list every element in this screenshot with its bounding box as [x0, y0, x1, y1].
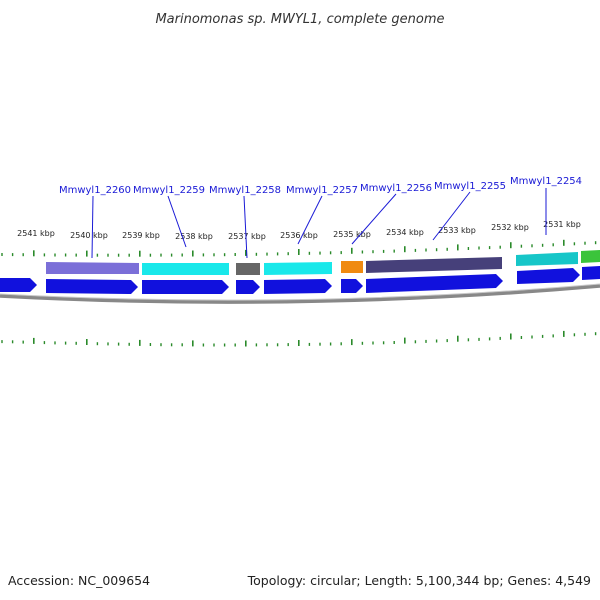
cds-arrow-track [0, 266, 600, 294]
inner-tick-track [1, 330, 597, 347]
gene-bar-mmwyl1-2260[interactable] [46, 262, 139, 274]
gene-label-mmwyl1-2258[interactable]: Mmwyl1_2258 [209, 185, 281, 196]
kbp-label: 2532 kbp [491, 223, 529, 232]
gene-label-mmwyl1-2260[interactable]: Mmwyl1_2260 [59, 185, 131, 196]
kbp-label: 2539 kbp [122, 231, 160, 240]
gene-bar-mmwyl1-2255[interactable] [366, 257, 502, 273]
cds-arrow[interactable] [517, 268, 580, 284]
kbp-label: 2536 kbp [280, 231, 318, 240]
gene-bar-mmwyl1-2259[interactable] [142, 263, 229, 275]
kbp-label: 2537 kbp [228, 232, 266, 241]
gene-bar-mmwyl1-2258[interactable] [236, 263, 260, 275]
cds-arrow[interactable] [341, 279, 363, 293]
cds-arrow[interactable] [0, 278, 37, 292]
gene-label-mmwyl1-2255[interactable]: Mmwyl1_2255 [434, 181, 506, 192]
kbp-label: 2540 kbp [70, 231, 108, 240]
outer-tick-track [1, 239, 597, 257]
kbp-label: 2534 kbp [386, 228, 424, 237]
kbp-label: 2533 kbp [438, 226, 476, 235]
kbp-label: 2541 kbp [17, 229, 55, 238]
cds-arrow[interactable] [236, 280, 260, 294]
gene-label-mmwyl1-2259[interactable]: Mmwyl1_2259 [133, 185, 205, 196]
gene-bar-partial [581, 250, 600, 263]
accession-text: Accession: NC_009654 [8, 573, 150, 588]
kbp-label: 2531 kbp [543, 220, 581, 229]
gene-bar-mmwyl1-2256[interactable] [341, 261, 363, 273]
genome-summary-text: Topology: circular; Length: 5,100,344 bp… [247, 573, 591, 588]
map-title: Marinomonas sp. MWYL1, complete genome [155, 12, 444, 27]
cds-arrow[interactable] [264, 279, 332, 294]
cds-arrow[interactable] [46, 279, 138, 294]
gene-feature-track [46, 250, 600, 275]
gene-label-mmwyl1-2257[interactable]: Mmwyl1_2257 [286, 185, 358, 196]
genome-backbone-highlight [0, 283, 600, 301]
gene-bar-mmwyl1-2254[interactable] [516, 252, 578, 266]
genome-backbone [0, 284, 600, 304]
cds-arrow[interactable] [142, 280, 229, 294]
gene-labels: Mmwyl1_2260 Mmwyl1_2259 Mmwyl1_2258 Mmwy… [59, 176, 582, 259]
kbp-label: 2538 kbp [175, 232, 213, 241]
cds-arrow[interactable] [366, 274, 503, 293]
kbp-scale-labels: 2541 kbp 2540 kbp 2539 kbp 2538 kbp 2537 kbp… [17, 220, 581, 241]
gene-label-mmwyl1-2256[interactable]: Mmwyl1_2256 [360, 183, 432, 194]
kbp-label: 2535 kbp [333, 230, 371, 239]
gene-bar-mmwyl1-2257[interactable] [264, 262, 332, 275]
gene-label-mmwyl1-2254[interactable]: Mmwyl1_2254 [510, 176, 582, 187]
cds-arrow[interactable] [582, 266, 600, 280]
